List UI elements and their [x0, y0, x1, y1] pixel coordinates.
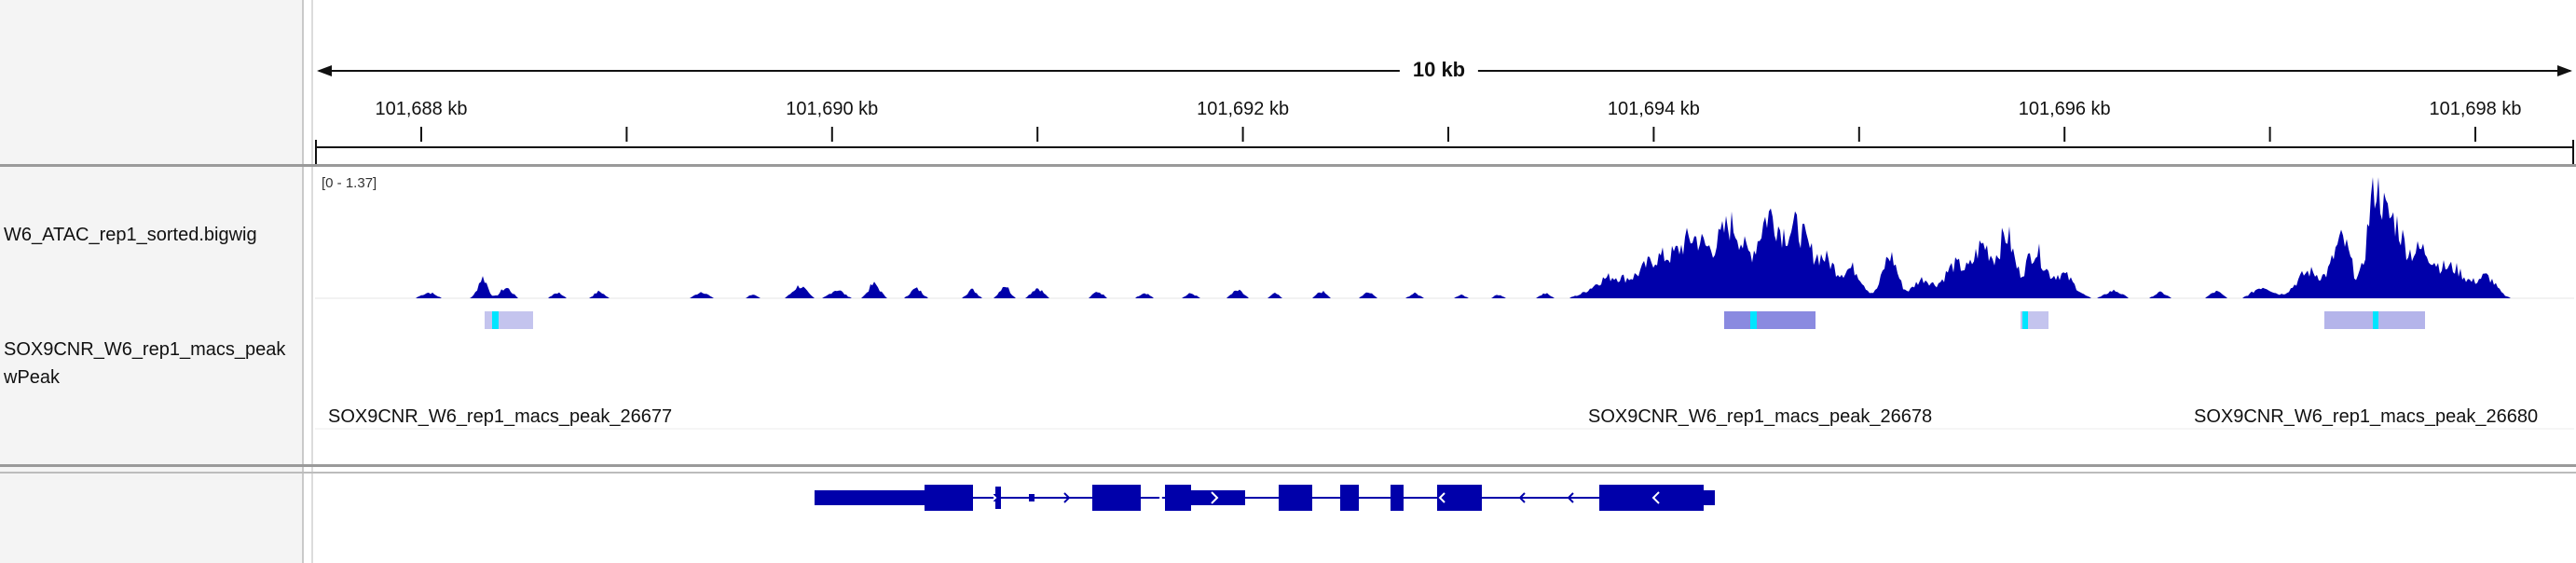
peak-feature-2[interactable] — [1724, 311, 1816, 329]
gene-track[interactable] — [315, 475, 2576, 563]
strand-arrow-right-icon-3 — [1211, 491, 1219, 504]
peak-name-26677[interactable]: SOX9CNR_W6_rep1_macs_peak_26677 — [328, 406, 673, 427]
panel-divider-inner — [311, 0, 313, 563]
strand-arrows-intron — [1063, 492, 1574, 503]
peak-features-svg — [315, 311, 2574, 430]
strand-arrows — [989, 491, 1660, 504]
atac-signal-area — [315, 177, 2514, 298]
intron-arrow-left-icon-2 — [1567, 492, 1574, 503]
data-panel-separator-bottom — [0, 472, 2576, 474]
ruler-tick-label: 101,688 kb — [375, 99, 468, 119]
peak-2-box — [1724, 311, 1816, 329]
peak-track[interactable]: SOX9CNR_W6_rep1_macs_peak_26677 SOX9CNR_… — [315, 304, 2576, 430]
ruler-tick-label: 101,694 kb — [1607, 99, 1700, 119]
scale-arrow-left-icon — [317, 65, 332, 76]
peak-feature-3[interactable] — [2021, 311, 2048, 329]
intron-arrow-left-icon-3 — [1438, 492, 1446, 503]
peak-2-summit — [1750, 311, 1757, 329]
gene-exons — [815, 485, 1715, 511]
bigwig-track-name[interactable]: W6_ATAC_rep1_sorted.bigwig — [4, 225, 257, 245]
exon-6 — [1340, 485, 1359, 511]
gene-model-svg — [815, 485, 1715, 511]
peak-feature-1[interactable] — [485, 311, 533, 329]
ruler-separator — [0, 164, 2576, 167]
ruler-tick-label: 101,698 kb — [2429, 99, 2522, 119]
peak-name-26680[interactable]: SOX9CNR_W6_rep1_macs_peak_26680 — [2194, 406, 2539, 427]
intron-arrow-right-icon — [1063, 492, 1071, 503]
exon-9 — [1599, 485, 1704, 511]
intron-arrow-left-icon — [1518, 492, 1526, 503]
peak-3-summit — [2022, 311, 2028, 329]
bigwig-track[interactable]: [0 - 1.37] — [315, 170, 2576, 300]
bigwig-signal-svg — [315, 177, 2574, 299]
ruler-tick-label: 101,690 kb — [786, 99, 879, 119]
ruler-svg — [315, 65, 2574, 164]
peak-name-26678[interactable]: SOX9CNR_W6_rep1_macs_peak_26678 — [1588, 406, 1933, 427]
exon-5 — [1279, 485, 1312, 511]
utr-block-1 — [815, 490, 936, 505]
scale-span-label: 10 kb — [1399, 58, 1479, 82]
strand-arrow-right-icon — [989, 491, 997, 504]
exon-3 — [1092, 485, 1141, 511]
strand-arrow-left-icon — [1651, 491, 1660, 504]
exon-1 — [925, 485, 973, 511]
peak-feature-4[interactable] — [2324, 311, 2425, 329]
ruler-panel[interactable]: 10 kb 101,688 kb 101,690 kb 101,692 kb 101,… — [315, 0, 2576, 164]
ruler-ticks — [420, 127, 2476, 142]
peak-track-name-line1[interactable]: SOX9CNR_W6_rep1_macs_peak — [4, 339, 286, 360]
peak-4-summit — [2373, 311, 2378, 329]
track-name-panel — [0, 0, 302, 563]
utr-block-3 — [1704, 490, 1715, 505]
panel-divider — [302, 0, 304, 563]
exon-11 — [1029, 494, 1035, 501]
peak-1-summit — [492, 311, 499, 329]
exon-8 — [1437, 485, 1482, 511]
data-range-label: [0 - 1.37] — [322, 175, 377, 191]
peak-track-name-line2[interactable]: wPeak — [4, 367, 61, 388]
exon-4 — [1165, 485, 1191, 511]
peak-1-box — [485, 311, 533, 329]
scale-arrow-right-icon — [2557, 65, 2572, 76]
strand-arrow-right-icon-2 — [1155, 491, 1163, 504]
ruler-tick-label: 101,692 kb — [1197, 99, 1290, 119]
data-panel-separator-top — [0, 464, 2576, 467]
ruler-tick-label: 101,696 kb — [2018, 99, 2111, 119]
exon-7 — [1391, 485, 1404, 511]
